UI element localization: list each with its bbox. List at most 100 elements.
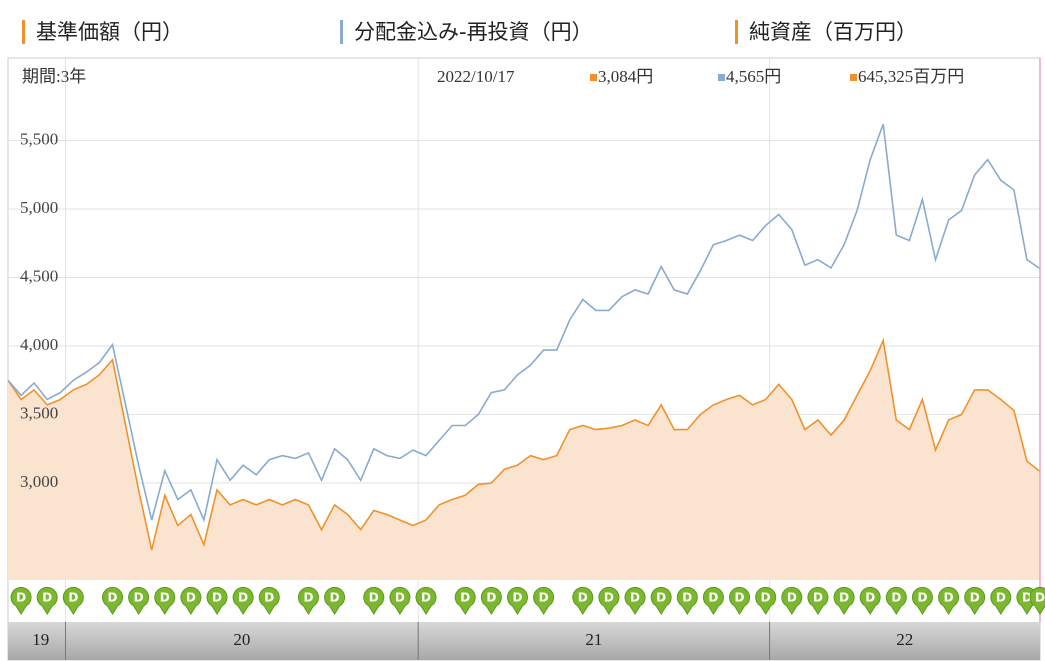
date-label: 2022/10/17 bbox=[437, 67, 515, 86]
x-tick-label: 21 bbox=[585, 630, 602, 649]
dividend-marker bbox=[10, 586, 32, 615]
dividend-marker bbox=[480, 586, 502, 615]
dividend-marker bbox=[154, 586, 176, 615]
y-tick-label: 4,000 bbox=[20, 335, 58, 354]
dividend-label: D bbox=[865, 591, 875, 605]
dividend-marker bbox=[702, 586, 724, 615]
dividend-label: D bbox=[1022, 591, 1032, 605]
latest-value: 645,325百万円 bbox=[858, 67, 964, 86]
latest-value: 3,084円 bbox=[598, 67, 653, 86]
info-swatch bbox=[590, 74, 597, 81]
dividend-label: D bbox=[512, 591, 522, 605]
dividend-marker bbox=[729, 586, 751, 615]
dividend-label: D bbox=[708, 591, 718, 605]
dividend-label: D bbox=[604, 591, 614, 605]
dividend-marker bbox=[533, 586, 555, 615]
dividend-label: D bbox=[787, 591, 797, 605]
series-line bbox=[7, 337, 1041, 551]
dividend-label: D bbox=[68, 591, 78, 605]
legend-label: 分配金込み-再投資（円） bbox=[354, 20, 593, 44]
dividend-label: D bbox=[539, 591, 549, 605]
dividend-label: D bbox=[735, 591, 745, 605]
latest-value: 4,565円 bbox=[726, 67, 781, 86]
dividend-label: D bbox=[134, 591, 144, 605]
dividend-marker bbox=[650, 586, 672, 615]
dividend-marker bbox=[363, 586, 385, 615]
dividend-label: D bbox=[761, 591, 771, 605]
dividend-label: D bbox=[578, 591, 588, 605]
info-swatch bbox=[850, 74, 857, 81]
dividend-marker bbox=[938, 586, 960, 615]
period-label: 期間:3年 bbox=[22, 67, 86, 86]
dividend-label: D bbox=[996, 591, 1006, 605]
dividend-label: D bbox=[630, 591, 640, 605]
legend-label: 基準価額（円） bbox=[36, 20, 183, 44]
y-tick-label: 3,000 bbox=[20, 472, 58, 491]
dividend-label: D bbox=[212, 591, 222, 605]
dividend-marker bbox=[258, 586, 280, 615]
y-tick-label: 3,500 bbox=[20, 403, 58, 422]
dividend-marker bbox=[36, 586, 58, 615]
y-tick-label: 5,000 bbox=[20, 198, 58, 217]
dividend-marker bbox=[297, 586, 319, 615]
dividend-label: D bbox=[395, 591, 405, 605]
dividend-marker bbox=[232, 586, 254, 615]
info-swatch bbox=[718, 74, 725, 81]
dividend-marker bbox=[624, 586, 646, 615]
dividend-label: D bbox=[656, 591, 666, 605]
dividend-marker bbox=[206, 586, 228, 615]
dividend-marker bbox=[572, 586, 594, 615]
dividend-marker bbox=[885, 586, 907, 615]
area bbox=[8, 340, 1040, 580]
dividend-marker bbox=[128, 586, 150, 615]
x-tick-label: 19 bbox=[32, 630, 49, 649]
dividend-label: D bbox=[917, 591, 927, 605]
dividend-marker bbox=[964, 586, 986, 615]
dividend-label: D bbox=[369, 591, 379, 605]
x-tick-label: 20 bbox=[233, 630, 250, 649]
dividend-label: D bbox=[460, 591, 470, 605]
dividend-marker bbox=[755, 586, 777, 615]
legend-label: 純資産（百万円） bbox=[749, 20, 917, 44]
dividend-label: D bbox=[186, 591, 196, 605]
legend: 基準価額（円） 分配金込み-再投資（円） 純資産（百万円） bbox=[22, 20, 917, 44]
legend-swatch bbox=[340, 20, 343, 44]
dividend-marker bbox=[833, 586, 855, 615]
dividend-label: D bbox=[16, 591, 26, 605]
dividend-marker bbox=[676, 586, 698, 615]
dividend-marker bbox=[506, 586, 528, 615]
info-row: 期間:3年 2022/10/17 3,084円 4,565円 645,325百万円 bbox=[22, 67, 964, 86]
dividend-marker bbox=[781, 586, 803, 615]
dividend-label: D bbox=[330, 591, 340, 605]
legend-swatch bbox=[22, 20, 25, 44]
dividend-label: D bbox=[813, 591, 823, 605]
dividend-marker bbox=[415, 586, 437, 615]
dividend-label: D bbox=[238, 591, 248, 605]
dividend-label: D bbox=[108, 591, 118, 605]
dividend-label: D bbox=[891, 591, 901, 605]
dividend-marker bbox=[859, 586, 881, 615]
x-tick-label: 22 bbox=[896, 630, 913, 649]
dividend-label: D bbox=[1035, 591, 1045, 605]
dividend-marker bbox=[62, 586, 84, 615]
dividend-label: D bbox=[970, 591, 980, 605]
dividend-label: D bbox=[421, 591, 431, 605]
dividend-label: D bbox=[303, 591, 313, 605]
x-axis: 19 20 21 22 bbox=[32, 622, 913, 660]
dividend-label: D bbox=[682, 591, 692, 605]
dividend-marker bbox=[102, 586, 124, 615]
y-tick-label: 4,500 bbox=[20, 266, 58, 285]
dividend-marker bbox=[990, 586, 1012, 615]
dividend-marker bbox=[324, 586, 346, 615]
dividend-label: D bbox=[486, 591, 496, 605]
dividend-marker bbox=[180, 586, 202, 615]
dividend-marker bbox=[807, 586, 829, 615]
dividend-marker bbox=[1029, 586, 1045, 615]
dividend-marker bbox=[598, 586, 620, 615]
dividend-label: D bbox=[839, 591, 849, 605]
year-bar bbox=[8, 622, 1040, 660]
dividend-label: D bbox=[42, 591, 52, 605]
y-tick-label: 5,500 bbox=[20, 129, 58, 148]
